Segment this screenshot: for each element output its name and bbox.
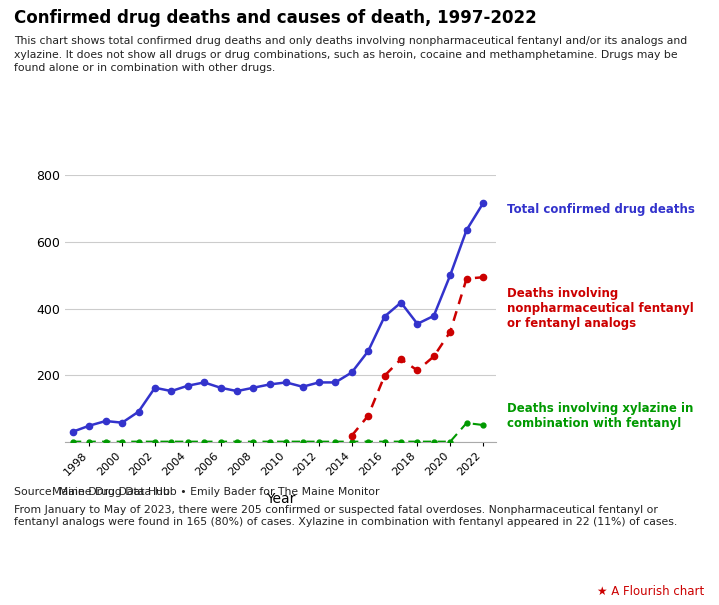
Text: Maine Drug Data Hub: Maine Drug Data Hub bbox=[52, 487, 170, 497]
Text: Total confirmed drug deaths: Total confirmed drug deaths bbox=[507, 203, 695, 215]
Text: Deaths involving xylazine in
combination with fentanyl: Deaths involving xylazine in combination… bbox=[507, 402, 693, 430]
Text: Deaths involving
nonpharmaceutical fentanyl
or fentanyl analogs: Deaths involving nonpharmaceutical fenta… bbox=[507, 287, 694, 330]
Text: Source: Maine Drug Data Hub • Emily Bader for The Maine Monitor: Source: Maine Drug Data Hub • Emily Bade… bbox=[14, 487, 380, 497]
X-axis label: Year: Year bbox=[266, 492, 295, 506]
Text: This chart shows total confirmed drug deaths and only deaths involving nonpharma: This chart shows total confirmed drug de… bbox=[14, 36, 687, 73]
Text: ★ A Flourish chart: ★ A Flourish chart bbox=[597, 585, 705, 598]
Text: fentanyl analogs were found in 165 (80%) of cases. Xylazine in combination with : fentanyl analogs were found in 165 (80%)… bbox=[14, 517, 677, 528]
Text: From January to May of 2023, there were 205 confirmed or suspected fatal overdos: From January to May of 2023, there were … bbox=[14, 505, 659, 515]
Text: Confirmed drug deaths and causes of death, 1997-2022: Confirmed drug deaths and causes of deat… bbox=[14, 9, 537, 27]
